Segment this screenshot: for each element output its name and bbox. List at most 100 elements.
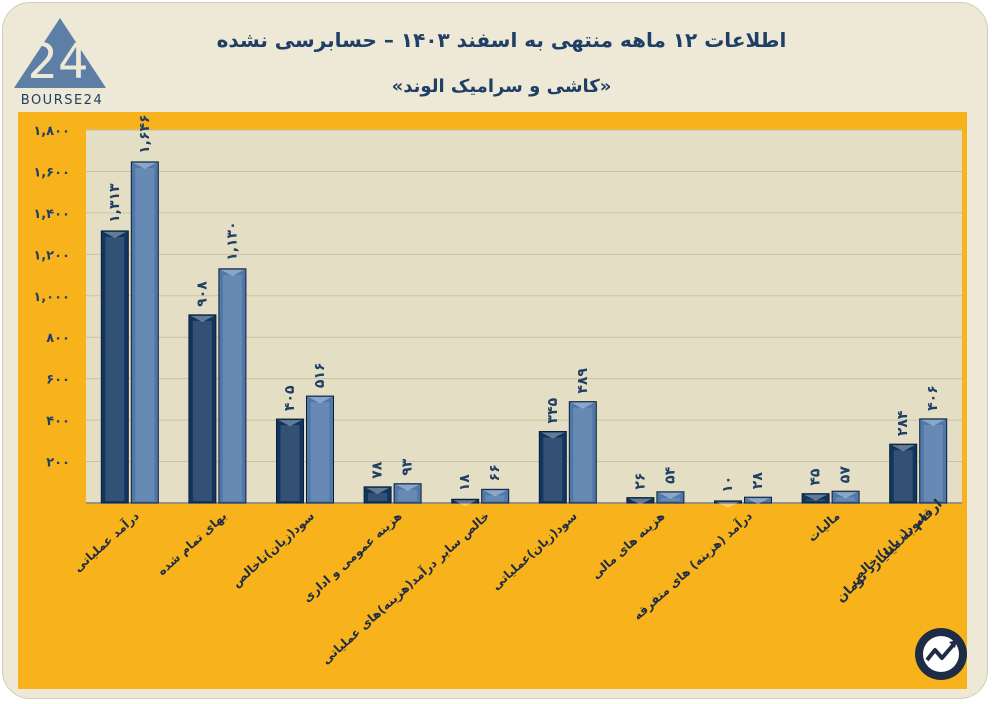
- data-label: ۲۶: [632, 473, 648, 490]
- data-label: ۲۸۴: [895, 410, 911, 436]
- y-tick-label: ۱,۴۰۰: [33, 207, 70, 222]
- y-tick-label: ۶۰۰: [46, 373, 70, 388]
- bar: [831, 490, 860, 504]
- bar: [188, 314, 217, 504]
- y-tick-label: ۱,۸۰۰: [33, 124, 70, 139]
- trend-up-icon: [915, 628, 967, 680]
- bar-highlight: [893, 450, 913, 501]
- data-label: ۱۸: [457, 474, 473, 492]
- data-label: ۳۴۵: [545, 397, 561, 423]
- bar: [451, 498, 480, 504]
- bar-cap: [571, 402, 595, 409]
- bar-highlight: [105, 236, 125, 501]
- bar-cap: [921, 419, 945, 426]
- data-label: ۴۵: [808, 468, 824, 486]
- bar-cap: [628, 498, 652, 505]
- category-label: هزینه عمومی و اداری: [300, 509, 405, 606]
- category-label: سود(زیان)ناخالص: [229, 509, 318, 591]
- bar-cap: [133, 162, 157, 169]
- bar: [919, 418, 948, 504]
- bar: [744, 496, 772, 504]
- bar: [889, 443, 918, 504]
- logo-mark: 24: [27, 34, 88, 90]
- logo-text: BOURSE24: [21, 93, 103, 108]
- bar-highlight: [310, 402, 330, 501]
- data-label: ۴۰۶: [925, 385, 941, 411]
- bar: [714, 500, 742, 504]
- bar: [100, 230, 129, 504]
- y-tick-label: ۱,۲۰۰: [33, 248, 70, 263]
- bar: [363, 486, 392, 504]
- bar: [626, 497, 655, 504]
- data-label: ۲۸: [750, 472, 766, 490]
- data-label: ۶۶: [487, 464, 503, 481]
- data-label: ۴۰۵: [282, 385, 298, 411]
- data-label: ۱,۶۴۶: [137, 114, 153, 154]
- bar-highlight: [485, 495, 505, 501]
- bar-cap: [834, 492, 858, 499]
- y-tick-label: ۸۰۰: [46, 331, 70, 346]
- bar-highlight: [543, 437, 563, 501]
- bar: [306, 395, 334, 504]
- bar-cap: [103, 231, 127, 238]
- bar: [130, 161, 159, 504]
- chart-subtitle: «کاشی و سرامیک الوند»: [391, 76, 612, 97]
- category-label: خالص سایر درآمد(هزینه)های عملیاتی: [318, 508, 492, 667]
- bar-cap: [483, 490, 507, 497]
- category-label: بهای تمام شده: [155, 509, 230, 579]
- y-tick-label: ۱,۰۰۰: [33, 290, 70, 305]
- bar: [568, 401, 597, 504]
- bar-cap: [658, 492, 682, 499]
- bar: [276, 418, 304, 504]
- bar-cap: [308, 397, 332, 404]
- data-label: ۴۸۹: [575, 368, 591, 394]
- bar-highlight: [660, 497, 680, 501]
- bar: [801, 493, 830, 504]
- category-label: هزینه های مالی: [589, 509, 668, 582]
- bar-highlight: [836, 497, 856, 501]
- data-label: ۵۷: [838, 466, 854, 484]
- bar-cap: [366, 487, 390, 494]
- data-label: ۹۳: [400, 458, 416, 476]
- bar-cap: [278, 420, 302, 427]
- bar-cap: [396, 484, 420, 491]
- bar: [656, 491, 685, 504]
- bar-cap: [453, 500, 477, 507]
- bar-highlight: [280, 425, 300, 501]
- category-label: درآمد عملیاتی: [70, 508, 142, 575]
- bar: [218, 268, 247, 504]
- bar-highlight: [222, 274, 242, 501]
- bar-highlight: [923, 424, 943, 501]
- bar-highlight: [573, 407, 593, 501]
- bar-cap: [746, 498, 770, 505]
- data-label: ۷۸: [370, 461, 386, 479]
- chart-title: اطلاعات ۱۲ ماهه منتهی به اسفند ۱۴۰۳ – حس…: [216, 28, 787, 52]
- bar-cap: [220, 269, 244, 276]
- logo-triangle-icon: [14, 18, 106, 88]
- category-label: سود(زیان)عملیاتی: [489, 509, 581, 594]
- data-label: ۱۰: [720, 476, 736, 493]
- y-tick-label: ۱,۶۰۰: [33, 165, 70, 180]
- bar-cap: [804, 494, 828, 501]
- y-tick-label: ۲۰۰: [46, 456, 70, 471]
- category-label: مالیات: [805, 509, 843, 545]
- bar-cap: [891, 445, 915, 452]
- y-tick-label: ۴۰۰: [46, 414, 70, 429]
- bar-highlight: [135, 167, 155, 501]
- bar: [538, 431, 567, 504]
- data-label: ۱,۱۳۰: [224, 221, 240, 261]
- bar-cap: [190, 315, 214, 322]
- bourse24-logo: 24 BOURSE24: [14, 18, 106, 108]
- data-label: ۹۰۸: [194, 281, 210, 307]
- bar-highlight: [368, 492, 388, 501]
- data-label: ۱,۳۱۳: [107, 183, 123, 223]
- bar-highlight: [192, 320, 212, 501]
- data-label: ۵۴: [662, 466, 678, 484]
- bar: [393, 483, 422, 504]
- bar-highlight: [398, 489, 418, 501]
- bar-cap: [716, 501, 740, 508]
- bar-cap: [541, 432, 565, 439]
- bar: [481, 488, 510, 504]
- bar-highlight: [806, 499, 826, 501]
